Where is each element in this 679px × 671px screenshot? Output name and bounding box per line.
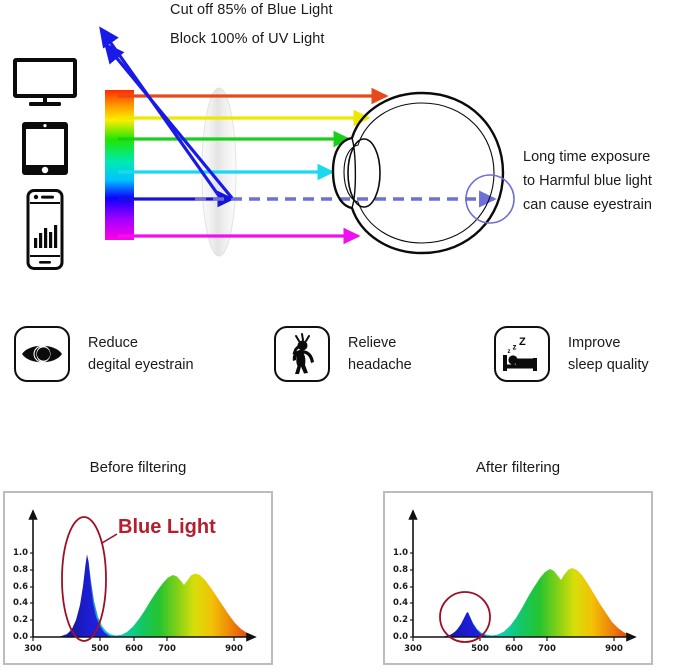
- blue-light-annotation-ellipse: [61, 516, 107, 642]
- y-tick-0-6: 0.6: [392, 582, 408, 592]
- x-tick-500: 500: [471, 644, 489, 654]
- x-tick-700: 700: [158, 644, 176, 654]
- svg-text:z: z: [508, 349, 511, 355]
- feature-reduce-eyestrain-text: Reduce degital eyestrain: [88, 332, 194, 376]
- retina-highlight-circle: [465, 174, 515, 224]
- y-tick-0-2: 0.2: [392, 615, 408, 625]
- sleep-icon: Z z z: [503, 336, 537, 371]
- blue-light-annotation-leader: [101, 533, 118, 544]
- feature-line-2: sleep quality: [568, 357, 649, 373]
- y-tick-0-8: 0.8: [12, 565, 28, 575]
- blue-peak-unfiltered: [65, 554, 112, 637]
- feature-relieve-headache-text: Relieve headache: [348, 332, 412, 376]
- feature-line-1: Relieve: [348, 335, 397, 351]
- chart-before-plot: [28, 509, 257, 642]
- feature-line-1: Improve: [568, 335, 621, 351]
- eye-icon-box: [14, 326, 70, 382]
- lens-of-eye: [347, 138, 381, 208]
- spectral-curve-unfiltered: [33, 555, 251, 637]
- y-tick-0-2: 0.2: [12, 615, 28, 625]
- smartphone-icon: [26, 189, 64, 270]
- feature-improve-sleep[interactable]: Z z z Improve sleep quality: [494, 326, 649, 382]
- y-tick-0-8: 0.8: [392, 565, 408, 575]
- chart-title-before-filtering: Before filtering: [89, 459, 187, 476]
- monitor-icon: [13, 58, 77, 106]
- blue-peak-filtered: [445, 612, 491, 637]
- eye-icon: [22, 345, 62, 363]
- spectrum-bar: [105, 90, 134, 240]
- chart-after-filtering: 1.0 0.8 0.6 0.4 0.2 0.0 300 500 600 700 …: [383, 491, 653, 665]
- feature-improve-sleep-text: Improve sleep quality: [568, 332, 649, 376]
- blue-light-annotation-circle: [439, 591, 491, 643]
- headache-icon-box: [274, 326, 330, 382]
- chart-title-after-filtering: After filtering: [475, 459, 561, 476]
- eye-strain-warning-line-2: to Harmful blue light: [523, 173, 652, 189]
- headache-icon: [292, 333, 314, 374]
- y-tick-1-0: 1.0: [392, 548, 408, 558]
- feature-line-1: Reduce: [88, 335, 138, 351]
- y-tick-0-4: 0.4: [392, 598, 408, 608]
- x-tick-300: 300: [24, 644, 42, 654]
- blue-light-optics-diagram: [99, 26, 515, 257]
- y-tick-0-4: 0.4: [12, 598, 28, 608]
- reflected-ray-2: [103, 42, 234, 200]
- feature-relieve-headache[interactable]: Relieve headache: [274, 326, 412, 382]
- eye-strain-warning-line-3: can cause eyestrain: [523, 197, 652, 213]
- headline-block-uv-light: Block 100% of UV Light: [170, 31, 325, 47]
- device-icon-stack: [12, 58, 78, 270]
- feature-line-2: degital eyestrain: [88, 357, 194, 373]
- y-tick-0-0: 0.0: [12, 632, 28, 642]
- chart-after-plot: [408, 509, 637, 643]
- svg-text:z: z: [513, 343, 517, 352]
- y-tick-0-6: 0.6: [12, 582, 28, 592]
- eye-anatomy-illustration: [331, 91, 505, 255]
- y-tick-1-0: 1.0: [12, 548, 28, 558]
- eye-strain-warning: Long time exposure to Harmful blue light…: [523, 145, 652, 217]
- feature-line-2: headache: [348, 357, 412, 373]
- eye-strain-warning-line-1: Long time exposure: [523, 149, 651, 165]
- x-tick-300: 300: [404, 644, 422, 654]
- feature-benefits-row: Reduce degital eyestrain Relieve headach…: [0, 318, 679, 404]
- feature-reduce-eyestrain[interactable]: Reduce degital eyestrain: [14, 326, 194, 382]
- x-tick-500: 500: [91, 644, 109, 654]
- x-tick-900: 900: [605, 644, 623, 654]
- x-tick-700: 700: [538, 644, 556, 654]
- blue-light-annotation-label: Blue Light: [118, 516, 216, 538]
- headline-cut-off-blue-light: Cut off 85% of Blue Light: [170, 2, 333, 18]
- svg-text:Z: Z: [519, 336, 526, 348]
- tablet-icon: [22, 122, 68, 175]
- chart-before-filtering: 1.0 0.8 0.6 0.4 0.2 0.0 300 500 600 700 …: [3, 491, 273, 665]
- x-tick-600: 600: [505, 644, 523, 654]
- x-tick-900: 900: [225, 644, 243, 654]
- x-tick-600: 600: [125, 644, 143, 654]
- sleep-icon-box: Z z z: [494, 326, 550, 382]
- y-tick-0-0: 0.0: [392, 632, 408, 642]
